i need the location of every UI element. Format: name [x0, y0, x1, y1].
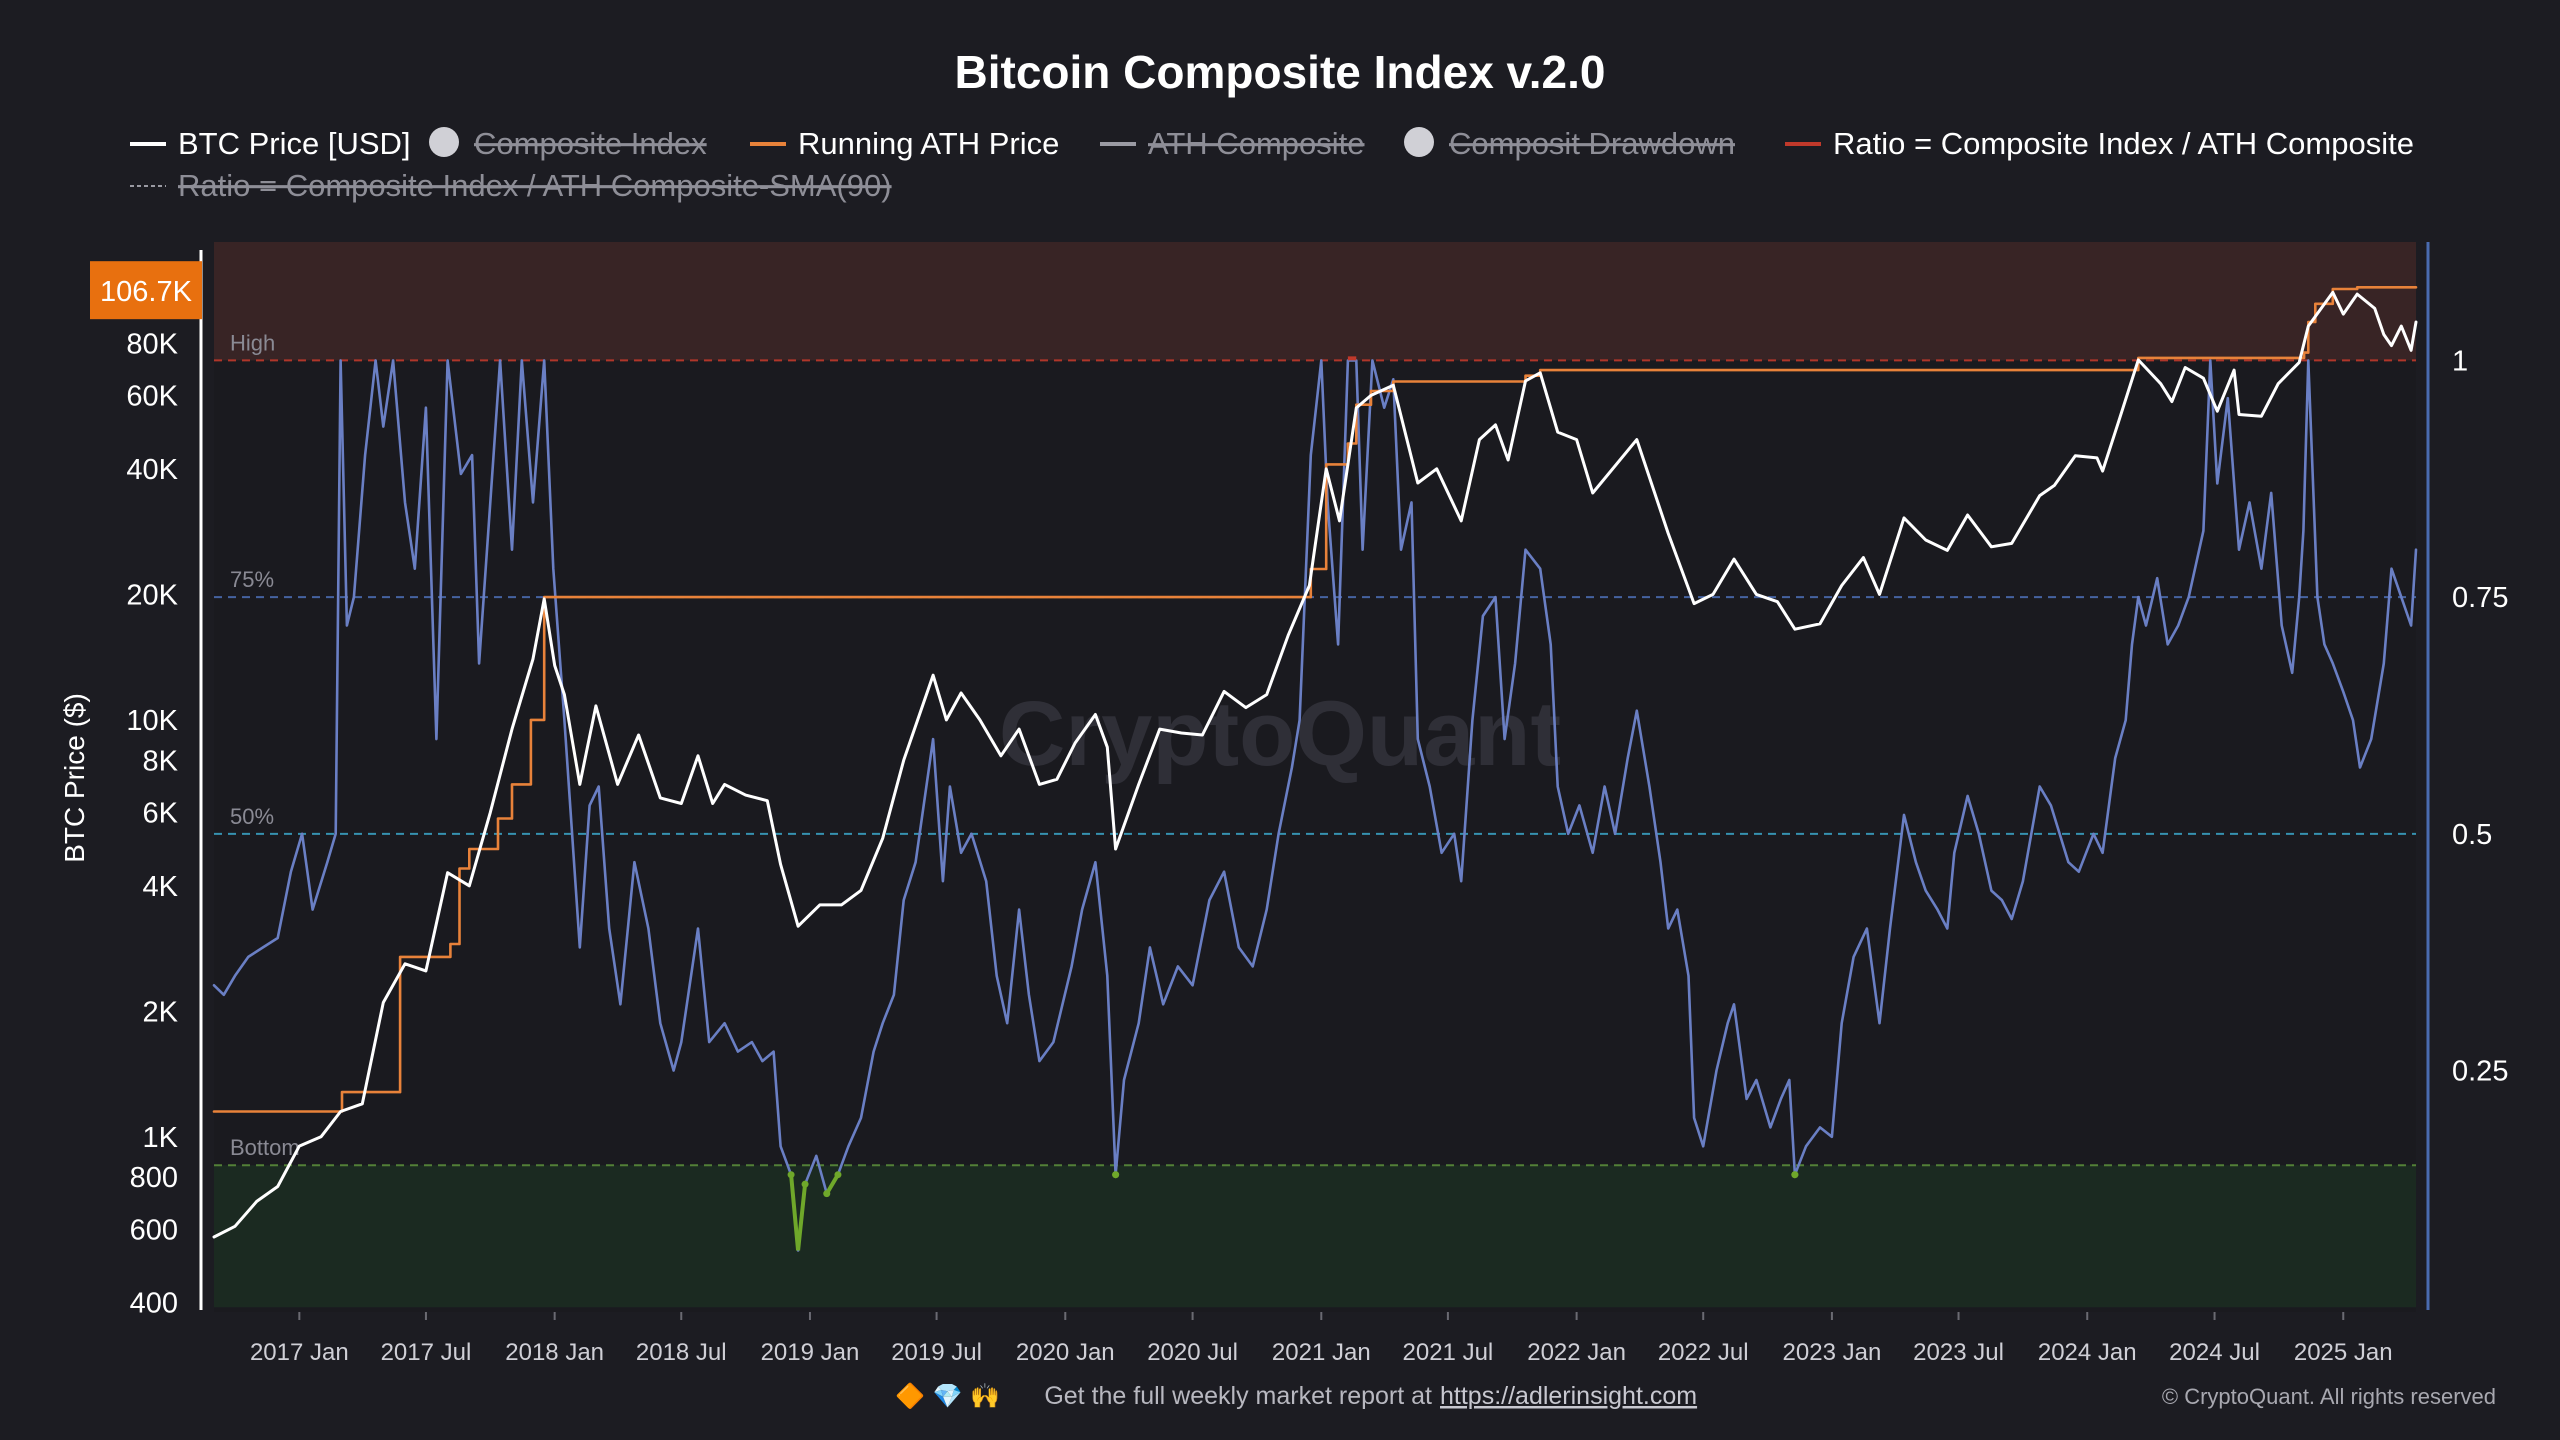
y-tick-label: 4K: [143, 871, 179, 903]
footer-text: Get the full weekly market report at: [1044, 1382, 1432, 1410]
legend-item-btc-price-usd[interactable]: BTC Price [USD]: [130, 126, 411, 161]
legend-item-ratio-composite-index-ath-composite-sma-90[interactable]: Ratio = Composite Index / ATH Composite-…: [130, 168, 892, 203]
x-tick-label: 2024 Jan: [2038, 1339, 2137, 1366]
footer: 🔶 💎 🙌 Get the full weekly market report …: [895, 1382, 2496, 1410]
y-tick-label: 60K: [126, 380, 178, 412]
legend-dot-icon: [429, 127, 459, 157]
legend: BTC Price [USD] Composite Index Running AT…: [130, 126, 2414, 203]
zone-bands: [214, 242, 2416, 1308]
y-tick-label: 6K: [143, 797, 179, 829]
ratio-bottom-segment: [796, 1183, 808, 1251]
current-price-label: 106.7K: [100, 276, 193, 308]
threshold-label: Bottom: [230, 1135, 300, 1160]
y2-tick-label: 0.25: [2452, 1056, 2508, 1088]
legend-label: Composite Index: [474, 126, 707, 161]
y2-tick-label: 0.75: [2452, 582, 2508, 614]
watermark: CryptoQuant: [999, 683, 1561, 785]
bottom-zone: [214, 1165, 2416, 1308]
x-tick-label: 2023 Jan: [1783, 1339, 1882, 1366]
ratio-bottom-point: [834, 1171, 842, 1179]
series-line-btc-price-usd: [212, 290, 2418, 1239]
x-tick-label: 2021 Jan: [1272, 1339, 1371, 1366]
x-tick-label: 2019 Jan: [761, 1339, 860, 1366]
x-tick-label: 2022 Jul: [1658, 1339, 1749, 1366]
y-tick-label: 40K: [126, 454, 178, 486]
legend-dot-icon: [1404, 127, 1434, 157]
ratio-bottom-point: [1112, 1171, 1120, 1179]
y-tick-label: 80K: [126, 328, 178, 360]
y-tick-label: 20K: [126, 579, 178, 611]
current-price-badge: [90, 261, 202, 320]
chart-title: Bitcoin Composite Index v.2.0: [955, 46, 1606, 98]
y-tick-label: 800: [130, 1162, 178, 1194]
y-tick-label: 2K: [143, 996, 179, 1028]
x-tick-label: 2023 Jul: [1913, 1339, 2004, 1366]
series-line-ratio-composite-index-ath-composite: [212, 359, 2418, 1252]
series-line-running-ath-price: [212, 286, 2418, 1113]
copyright: © CryptoQuant. All rights reserved: [2162, 1384, 2496, 1409]
ratio-bottom-point: [1791, 1171, 1799, 1179]
y2-tick-label: 0.5: [2452, 819, 2492, 851]
series-lines: [212, 286, 2418, 1252]
y-tick-label: 10K: [126, 705, 178, 737]
x-tick-label: 2025 Jan: [2294, 1339, 2393, 1366]
x-tick-label: 2018 Jul: [636, 1339, 727, 1366]
axes: 400 600 800 1K 2K 4K 6K 8K 10K 20K 40K 60K 80K 0.25 0.…: [90, 242, 2508, 1366]
x-tick-label: 2024 Jul: [2169, 1339, 2260, 1366]
legend-label: BTC Price [USD]: [178, 126, 411, 161]
legend-label: ATH Composite: [1148, 126, 1365, 161]
legend-item-running-ath-price[interactable]: Running ATH Price: [750, 126, 1059, 161]
threshold-label: High: [230, 330, 275, 355]
x-tick-label: 2018 Jan: [505, 1339, 604, 1366]
y2-tick-label: 1: [2452, 345, 2468, 377]
y-tick-label: 600: [130, 1214, 178, 1246]
legend-label: Running ATH Price: [798, 126, 1059, 161]
threshold-lines: High 75% 50% Bottom: [214, 330, 2416, 1167]
high-zone: [214, 242, 2416, 361]
legend-item-composit-drawdown[interactable]: Composit Drawdown: [1404, 126, 1735, 161]
legend-item-composite-index[interactable]: Composite Index: [429, 126, 707, 161]
x-tick-label: 2020 Jul: [1147, 1339, 1238, 1366]
ratio-bottom-segment: [825, 1173, 840, 1195]
x-tick-label: 2017 Jul: [381, 1339, 472, 1366]
x-tick-label: 2020 Jan: [1016, 1339, 1115, 1366]
x-tick-label: 2017 Jan: [250, 1339, 349, 1366]
y-tick-label: 400: [130, 1288, 178, 1320]
x-tick-label: 2022 Jan: [1527, 1339, 1626, 1366]
legend-label: Composit Drawdown: [1449, 126, 1735, 161]
legend-item-ath-composite[interactable]: ATH Composite: [1100, 126, 1365, 161]
legend-label: Ratio = Composite Index / ATH Composite-…: [178, 168, 892, 203]
legend-item-ratio-composite-index-ath-composite[interactable]: Ratio = Composite Index / ATH Composite: [1785, 126, 2414, 161]
legend-label: Ratio = Composite Index / ATH Composite: [1833, 126, 2414, 161]
y-axis-label: BTC Price ($): [59, 693, 90, 863]
ratio-bottom-point: [801, 1180, 809, 1188]
footer-icons: 🔶 💎 🙌: [895, 1382, 1000, 1410]
x-tick-label: 2021 Jul: [1403, 1339, 1494, 1366]
x-tick-label: 2019 Jul: [891, 1339, 982, 1366]
threshold-label: 75%: [230, 567, 274, 592]
y-tick-label: 1K: [143, 1122, 179, 1154]
threshold-label: 50%: [230, 804, 274, 829]
y-tick-label: 8K: [143, 745, 179, 777]
ratio-bottom-segment: [789, 1174, 801, 1251]
footer-link[interactable]: https://adlerinsight.com: [1440, 1382, 1697, 1410]
